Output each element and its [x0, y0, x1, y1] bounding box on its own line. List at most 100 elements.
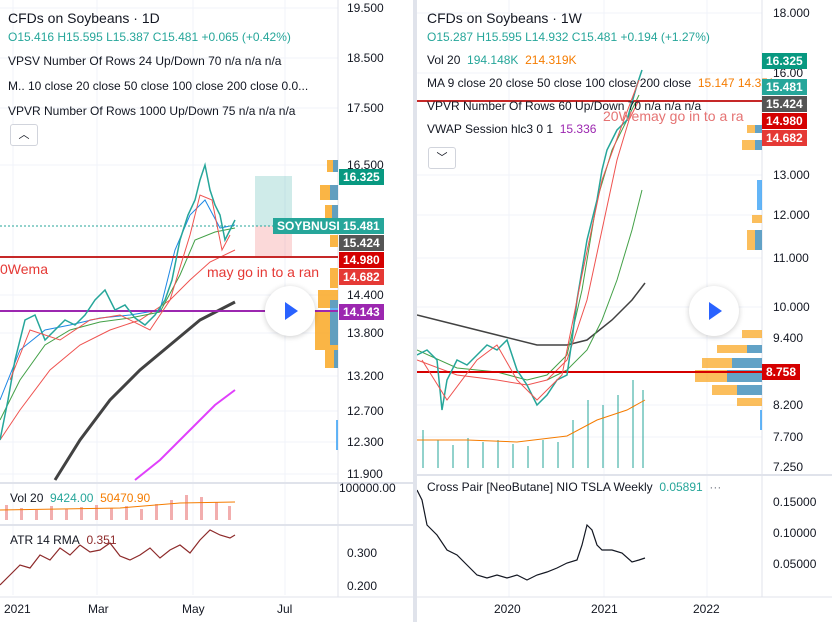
price-axis-label: 17.500	[347, 101, 384, 115]
left-volume-legend: Vol 20 9424.00 50470.90	[10, 491, 150, 505]
price-tag: 16.325	[339, 169, 384, 185]
range-annotation: 20Wemay go in to a ra	[603, 108, 744, 124]
play-icon	[709, 302, 722, 320]
volume-bars	[5, 495, 231, 520]
right-chart-pane[interactable]: CFDs on Soybeans · 1W O15.287 H15.595 L1…	[417, 0, 832, 622]
price-axis-label: 18.000	[773, 6, 810, 20]
price-axis-label: 12.000	[773, 208, 810, 222]
range-annotation: may go in to a ran	[207, 264, 320, 280]
left-atr-legend: ATR 14 RMA 0.351	[10, 533, 117, 547]
atr-line	[0, 529, 236, 586]
ma-label: MA 9 close 20 close 50 close 100 close 2…	[427, 76, 692, 90]
price-axis-label: 11.900	[347, 467, 383, 481]
price-candles	[417, 69, 643, 411]
price-axis-label: 12.700	[347, 404, 384, 418]
play-button[interactable]	[265, 286, 315, 336]
price-tag: 14.143	[339, 304, 384, 320]
price-tag: 8.758	[762, 364, 801, 380]
wema-annotation: 0Wema	[0, 261, 48, 277]
price-axis-label: 13.800	[347, 326, 384, 340]
ma-10-line	[0, 199, 236, 401]
price-tag: 15.481	[762, 79, 807, 95]
price-axis-label: 11.000	[773, 251, 809, 265]
price-candles-down	[421, 79, 640, 401]
left-chart-pane[interactable]: CFDs on Soybeans · 1D O15.416 H15.595 L1…	[0, 0, 413, 622]
left-indicator-vpsv[interactable]: VPSV Number Of Rows 24 Up/Down 70 n/a n/…	[8, 54, 282, 68]
vwap-label: VWAP Session hlc3 0 1	[427, 122, 554, 136]
right-indicator-ma[interactable]: MA 9 close 20 close 50 close 100 close 2…	[427, 76, 775, 90]
price-tag: 14.980	[339, 252, 384, 268]
ma-20-line	[0, 227, 236, 421]
cross-pair-label: Cross Pair [NeoButane] NIO TSLA Weekly	[427, 480, 653, 494]
atr-label: ATR 14 RMA	[10, 533, 80, 547]
price-tag: 15.424	[339, 235, 384, 251]
volume-label: Vol 20	[10, 491, 44, 505]
ma-20-line	[417, 94, 640, 381]
left-ohlc: O15.416 H15.595 L15.387 C15.481 +0.065 (…	[8, 30, 291, 44]
ma-100-line	[53, 300, 236, 481]
price-tag: 15.481	[339, 218, 384, 234]
cross-pair-axis-label: 0.15000	[773, 495, 817, 509]
left-legend: CFDs on Soybeans · 1D O15.416 H15.595 L1…	[8, 10, 308, 118]
price-axis-label: 14.400	[347, 288, 384, 302]
price-axis-label: 16.500	[347, 158, 384, 172]
volume-ma-value: 214.319K	[525, 53, 577, 67]
chevron-down-icon[interactable]: ﹀	[428, 147, 456, 169]
atr-axis-label: 0.300	[347, 546, 378, 560]
cross-pair-axis-label: 0.05000	[773, 557, 817, 571]
price-tag: 15.424	[762, 96, 807, 112]
volume-ma-line	[0, 501, 236, 511]
ma-200-line	[417, 282, 646, 346]
time-axis-label: 2021	[4, 602, 31, 616]
left-indicator-vpvr[interactable]: VPVR Number Of Rows 1000 Up/Down 75 n/a …	[8, 104, 296, 118]
vwap-value: 15.336	[559, 122, 597, 136]
price-axis-label: 8.200	[773, 398, 804, 412]
price-axis-label: 13.000	[773, 168, 810, 182]
price-axis-label: 12.300	[347, 435, 384, 449]
price-axis-label: 19.500	[347, 1, 384, 15]
volume-label: Vol 20	[427, 53, 461, 67]
left-indicator-ma[interactable]: M.. 10 close 20 close 50 close 100 close…	[8, 79, 309, 93]
pane-divider[interactable]	[413, 0, 417, 622]
time-axis-label: 2021	[591, 602, 618, 616]
ma-200-line	[134, 389, 236, 481]
time-axis-label: 2020	[494, 602, 521, 616]
price-axis-label: 13.200	[347, 369, 384, 383]
right-indicator-vpvr[interactable]: VPVR Number Of Rows 60 Up/Down 70 n/a n/…	[427, 99, 702, 113]
right-indicator-vwap[interactable]: VWAP Session hlc3 0 1 15.336	[427, 122, 775, 136]
more-icon[interactable]: ···	[709, 480, 722, 494]
play-button[interactable]	[689, 286, 739, 336]
price-candles	[0, 162, 236, 441]
right-volume-legend: Vol 20 194.148K 214.319K	[427, 53, 775, 67]
time-axis-label: Mar	[88, 602, 109, 616]
symbol-tag: SOYBNUSD	[273, 218, 350, 234]
cross-pair-value: 0.05891	[659, 480, 703, 494]
right-legend: CFDs on Soybeans · 1W O15.287 H15.595 L1…	[427, 10, 775, 136]
price-axis-label: 7.700	[773, 430, 804, 444]
price-tag: 16.325	[762, 53, 807, 69]
volume-axis-label: 100000.00	[339, 481, 396, 495]
volume-value: 194.148K	[467, 53, 519, 67]
cross-pair-legend: Cross Pair [NeoButane] NIO TSLA Weekly 0…	[427, 480, 721, 494]
time-axis-label: May	[182, 602, 205, 616]
left-chart-title: CFDs on Soybeans · 1D	[8, 10, 160, 26]
price-axis-label: 10.000	[773, 300, 810, 314]
reward-box	[255, 176, 292, 226]
ma-values: 15.147 14.351	[697, 76, 775, 90]
cross-pair-line	[417, 489, 646, 581]
price-axis-label: 18.500	[347, 51, 384, 65]
volume-ma-value: 50470.90	[100, 491, 151, 505]
right-chart-title: CFDs on Soybeans · 1W	[427, 10, 582, 26]
price-axis-label: 7.250	[773, 460, 804, 474]
price-axis-label: 9.400	[773, 331, 804, 345]
cross-pair-axis-label: 0.10000	[773, 526, 817, 540]
price-tag: 14.682	[762, 130, 807, 146]
right-ohlc: O15.287 H15.595 L14.932 C15.481 +0.194 (…	[427, 30, 710, 44]
volume-value: 9424.00	[50, 491, 94, 505]
atr-axis-label: 0.200	[347, 579, 378, 593]
volume-bars	[422, 380, 644, 468]
ma-50-line	[417, 99, 640, 386]
right-chart-svg	[417, 0, 832, 598]
chevron-up-icon[interactable]: ︿	[10, 124, 38, 146]
price-tag: 14.682	[339, 269, 384, 285]
